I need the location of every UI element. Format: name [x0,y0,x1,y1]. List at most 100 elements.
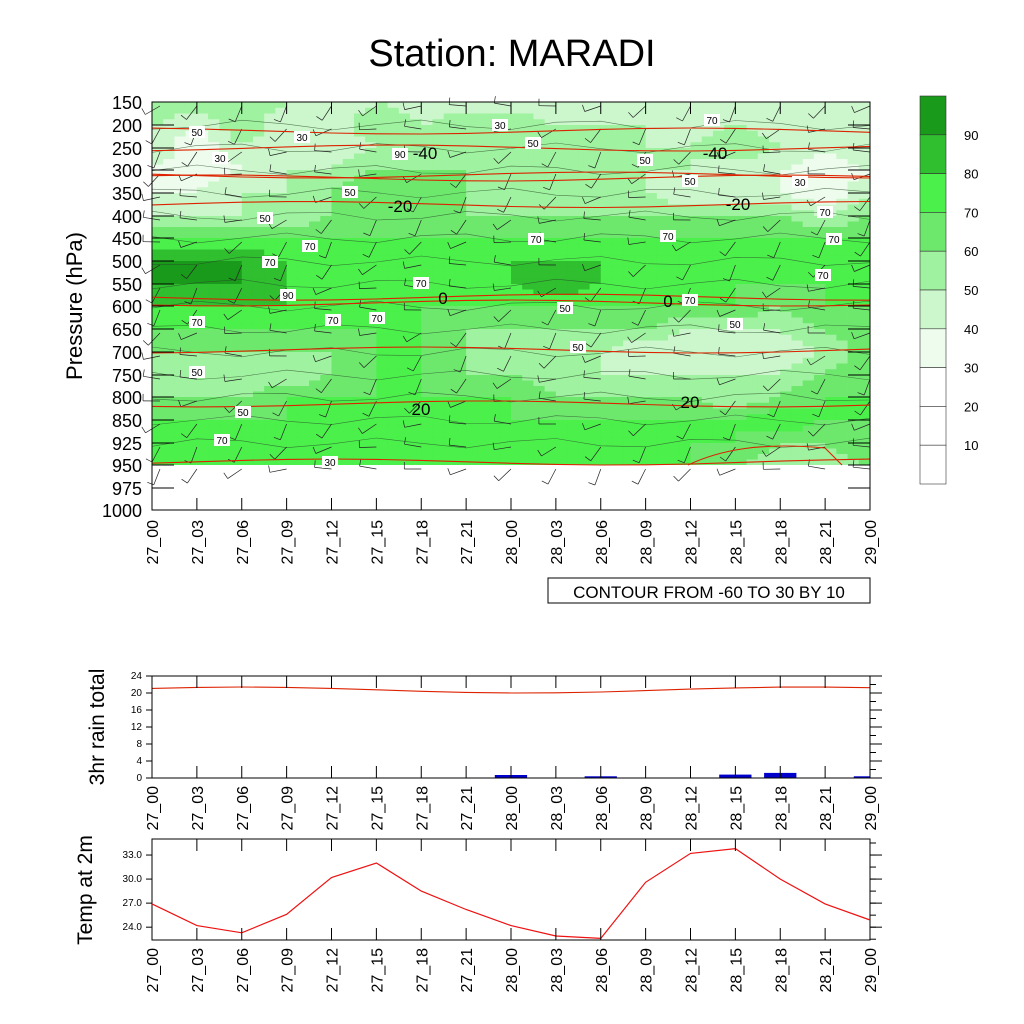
rh-cell [421,119,433,126]
rh-cell [712,272,725,279]
rh-cell [544,272,557,279]
rh-cell [477,113,489,120]
rh-cell [387,119,400,126]
rh-cell [353,261,366,268]
rh-cell [275,266,288,273]
rh-cell [858,175,871,182]
rh-cell [578,216,590,222]
rh-cell [858,448,871,455]
rh-cell [600,402,613,409]
rh-cell [163,243,175,250]
rh-contour-line [151,369,871,381]
contour-info-text: CONTOUR FROM -60 TO 30 BY 10 [573,583,845,602]
rh-cell [219,181,231,188]
rh-cell [757,210,770,217]
rh-cell [623,266,635,273]
wind-barb-shaft [315,287,332,295]
rh-cell [757,113,770,120]
rh-cell [499,352,512,359]
rh-cell [421,164,433,171]
rh-cell [196,232,209,239]
rh-cell [264,119,276,126]
rh-cell [791,414,804,421]
rh-cell [656,363,669,370]
pressure-tick-label: 650 [112,320,142,340]
wind-barb-flag [806,284,809,292]
rh-cell [735,375,747,381]
rh-cell [578,363,590,370]
rh-cell [724,300,736,307]
rh-cell [353,232,366,239]
rh-cell [802,408,815,415]
rh-cell [757,221,770,228]
rh-cell [152,249,164,256]
rh-cell [286,164,299,171]
rh-cell [454,363,467,370]
rh-cell [241,443,254,449]
legend-label: 60 [964,244,978,259]
rh-cell [533,148,546,154]
rh-cell [623,107,635,114]
rh-cell [813,255,826,262]
rh-cell [163,204,175,211]
rh-cell [297,295,310,301]
rh-cell [802,266,815,273]
rh-cell [578,284,590,290]
rh-cell [533,402,546,409]
rh-cell [735,193,747,200]
rh-cell [679,232,691,239]
rh-cell [241,454,254,460]
rh-cell [398,164,411,171]
rh-cell [454,232,467,239]
rh-cell [152,363,164,370]
temperature-label: 20 [412,400,431,419]
rh-cell [432,136,445,143]
rh-cell [309,136,321,143]
rh-cell [544,278,557,285]
rh-cell [780,164,792,171]
rh-cell [623,352,635,359]
rh-cell [791,227,804,233]
rh-cell [802,363,815,370]
rh-cell [522,425,534,432]
rh-cell [174,238,187,245]
rh-cell [398,119,411,126]
rh-cell [264,107,276,114]
rh-cell [780,232,792,239]
rh-cell [454,210,467,217]
temperature-label: 20 [681,393,700,412]
rh-cell [645,130,658,137]
rh-cell [600,107,613,114]
rh-cell [241,193,254,200]
rh-cell [668,181,680,188]
rh-cell [522,459,534,466]
rh-cell [241,295,254,301]
rh-cell [724,243,736,250]
rh-cell [791,369,804,376]
wind-barb-flag [762,351,764,359]
rh-cell [802,300,815,307]
wind-barb-flag [224,407,230,413]
rh-cell [499,306,512,313]
rh-cell [735,130,747,137]
temperature-contour [151,171,871,179]
rh-cell [353,125,366,132]
rh-cell [264,148,276,154]
wind-barb-flag [228,277,236,282]
rh-cell [353,357,366,364]
wind-barb-flag [269,323,272,331]
rh-cell [656,187,669,194]
rh-cell [342,278,355,285]
rh-cell [443,187,456,194]
rh-cell [836,130,848,137]
rh-cell [791,334,804,341]
rh-cell [825,289,837,296]
rh-cell [331,408,344,415]
rh-cell [769,210,781,217]
rh-cell [376,306,388,313]
rh-cell [174,142,187,149]
wind-barb-flag [358,427,363,434]
rh-cell [499,136,512,143]
rh-cell [746,261,759,268]
wind-barb-flag [402,261,405,269]
